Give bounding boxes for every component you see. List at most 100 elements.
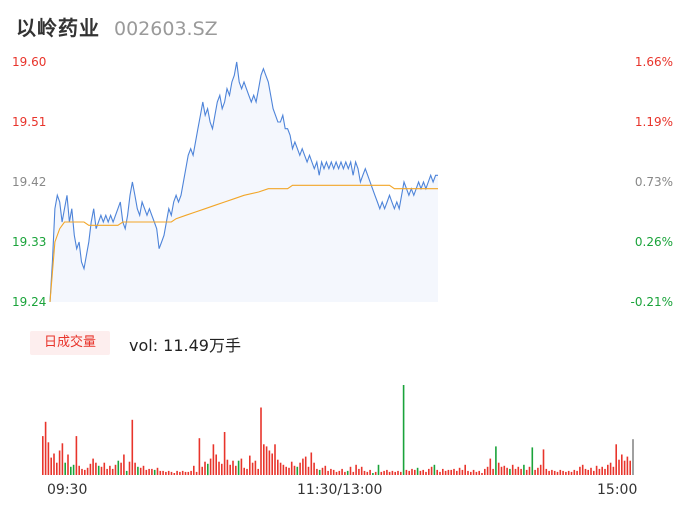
volume-bar [581,464,584,475]
volume-bar [187,471,190,475]
volume-bar [204,461,206,475]
stock-code: 002603.SZ [114,18,218,40]
volume-bar [265,446,268,475]
volume-bar [458,467,461,475]
title-row: 以岭药业 002603.SZ [16,12,218,40]
volume-bar [366,471,369,475]
price-tick-3: 19.42 [12,175,47,189]
volume-bar [327,470,329,475]
volume-bar [165,471,167,475]
volume-bar [201,466,203,475]
volume-bar [47,442,50,475]
volume-bar [344,471,346,475]
volume-bar [414,469,416,475]
volume-bar [240,458,243,475]
volume-bar [442,468,444,475]
volume-bar [296,466,299,475]
volume-bar [478,470,480,475]
volume-bar [355,464,357,475]
price-tick-4: 19.33 [12,235,47,249]
volume-bar [61,443,64,475]
volume-bar [293,465,296,475]
volume-bar [556,471,559,475]
volume-bar [447,469,450,475]
volume-bar [470,471,472,475]
volume-bar [461,469,464,475]
volume-bar [380,471,383,475]
volume-bar [472,469,475,475]
volume-bar [514,468,517,475]
volume-bar [137,466,139,475]
volume-bar [195,471,198,475]
time-label-midday: 11:30/13:00 [297,482,383,498]
volume-bar [570,471,573,475]
volume-bar [285,466,287,475]
volume-bar [81,468,83,475]
volume-bar [109,465,111,475]
volume-bar [391,470,394,475]
volume-bar [565,471,567,475]
volume-bar [609,462,612,475]
volume-bar [257,468,259,475]
volume-bar [383,470,385,475]
volume-badge: 日成交量 [30,331,110,355]
volume-bar [106,468,108,475]
volume-bar [274,444,276,475]
volume-bar [310,452,313,475]
volume-bar [562,470,564,475]
volume-bar [360,466,363,475]
volume-bar [184,471,187,475]
volume-bar [271,453,273,475]
volume-bar [282,464,285,475]
volume-bar [481,473,483,475]
volume-bar [64,462,66,475]
volume-bar [495,446,497,475]
volume-bar [153,469,156,475]
volume-bar [302,458,304,475]
volume-bar [590,467,592,475]
volume-bar [75,436,78,475]
volume-bar [623,460,626,475]
volume-bar [584,468,587,475]
volume-bar [338,470,341,475]
volume-bar [139,467,142,475]
volume-bar [528,466,531,475]
volume-bar [288,467,290,475]
volume-bar [159,470,162,475]
volume-bar [632,439,634,475]
volume-bar [419,470,422,475]
volume-bar [243,467,245,475]
volume-bar [173,473,176,475]
volume-bar [492,468,494,475]
volume-bar [587,469,589,475]
volume-bar [525,469,528,475]
volume-bar [221,463,223,476]
volume-bar [539,464,542,475]
volume-bar [56,462,58,475]
volume-bar [593,470,595,475]
volume-bar [330,468,332,475]
volume-bar [307,466,310,475]
volume-bar [290,461,293,475]
volume-bar [352,471,355,475]
volume-bar [573,469,576,475]
volume-bar [226,459,229,475]
volume-bar [176,470,178,475]
volume-bar [67,454,69,475]
volume-bar [531,447,534,475]
volume-bar [453,468,455,475]
volume-bar [595,465,598,475]
price-line [49,61,438,303]
volume-bar [388,471,391,475]
volume-bar [70,466,72,475]
volume-bar [626,456,629,475]
volume-bar [422,469,424,475]
volume-bar [545,468,548,475]
volume-bar [170,471,173,475]
volume-bar [254,460,257,475]
volume-bar [500,466,503,475]
volume-bar [78,465,80,475]
volume-bar [318,469,321,475]
volume-bar [386,469,388,475]
volume-bar [503,465,506,475]
